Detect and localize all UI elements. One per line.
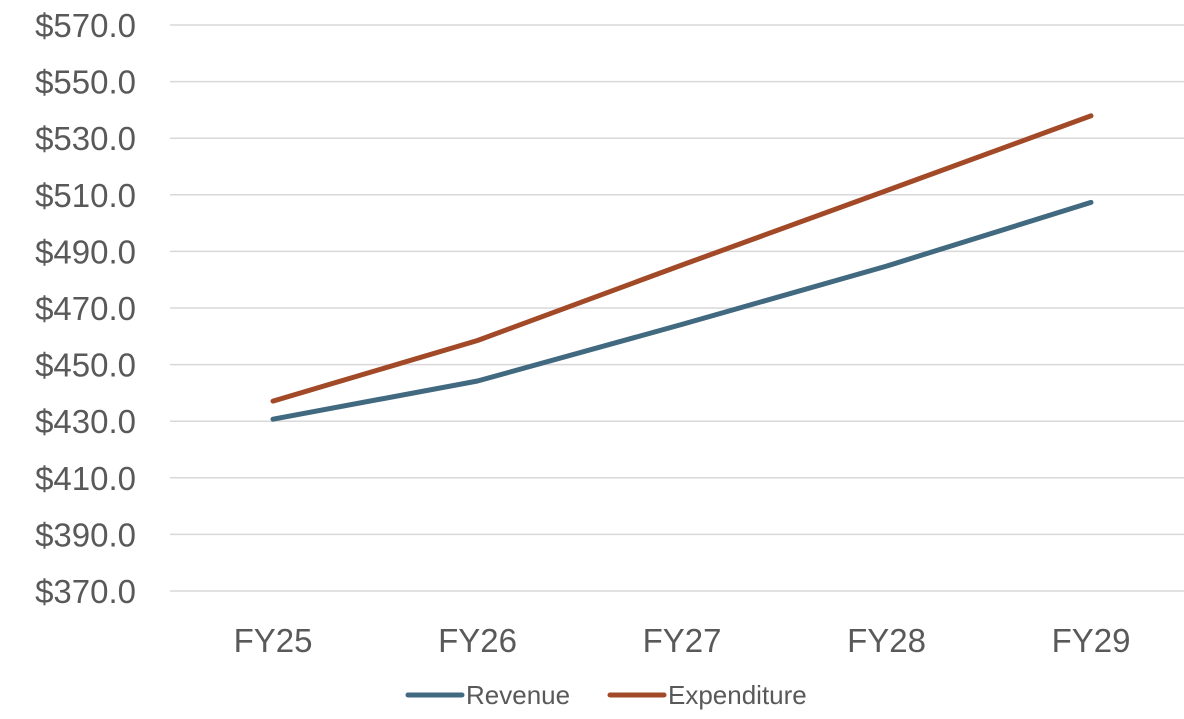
legend: Revenue Expenditure xyxy=(405,680,807,710)
y-tick-label: $410.0 xyxy=(35,460,136,497)
legend-label-revenue: Revenue xyxy=(466,680,570,710)
y-tick-label: $510.0 xyxy=(35,177,136,214)
y-tick-label: $430.0 xyxy=(35,403,136,440)
x-tick-label: FY29 xyxy=(1052,622,1131,659)
x-tick-label: FY28 xyxy=(847,622,926,659)
y-axis-tick-labels: $570.0 $550.0 $530.0 $510.0 $490.0 $470.0 $450… xyxy=(35,7,136,610)
gridlines xyxy=(170,24,1184,592)
series-line-revenue xyxy=(270,199,1094,422)
x-tick-label: FY27 xyxy=(643,622,722,659)
y-tick-label: $570.0 xyxy=(35,7,136,44)
x-axis-tick-labels: FY25 FY26 FY27 FY28 FY29 xyxy=(234,622,1131,659)
x-tick-label: FY26 xyxy=(438,622,517,659)
x-tick-label: FY25 xyxy=(234,622,313,659)
series-lines xyxy=(270,113,1094,422)
y-tick-label: $550.0 xyxy=(35,64,136,101)
y-tick-label: $390.0 xyxy=(35,516,136,553)
y-tick-label: $490.0 xyxy=(35,233,136,270)
series-line-expenditure xyxy=(270,113,1094,404)
legend-label-expenditure: Expenditure xyxy=(668,680,807,710)
y-tick-label: $530.0 xyxy=(35,120,136,157)
y-tick-label: $370.0 xyxy=(35,573,136,610)
y-tick-label: $450.0 xyxy=(35,347,136,384)
y-tick-label: $470.0 xyxy=(35,290,136,327)
